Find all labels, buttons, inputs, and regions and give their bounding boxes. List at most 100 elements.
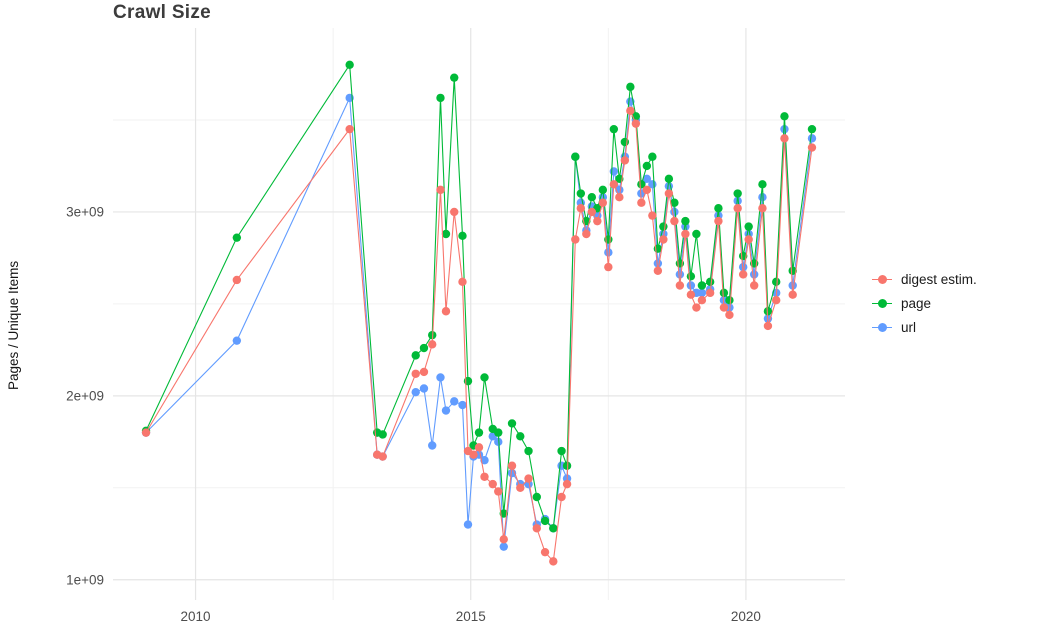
data-point-digest-estim (642, 185, 652, 195)
data-point-page (436, 93, 445, 103)
data-point-page (659, 222, 668, 231)
data-point-digest-estim (532, 524, 541, 533)
data-point-url (411, 387, 420, 397)
data-point-digest-estim (450, 207, 459, 217)
data-point-page (637, 180, 646, 189)
data-point-digest-estim (719, 303, 729, 312)
data-point-digest-estim (411, 369, 420, 378)
y-tick-label: 1e+09 (66, 572, 104, 587)
data-point-url (807, 134, 817, 143)
data-point-page (571, 152, 580, 161)
data-point-digest-estim (516, 483, 525, 493)
data-point-digest-estim (576, 204, 586, 213)
data-point-page (714, 204, 723, 213)
data-point-digest-estim (733, 204, 742, 213)
data-point-page (557, 446, 566, 456)
legend-key-icon (872, 273, 892, 287)
data-point-page (670, 198, 679, 207)
x-tick-label: 2015 (456, 609, 486, 624)
data-point-digest-estim (428, 340, 437, 349)
data-point-page (780, 112, 789, 121)
data-point-digest-estim (549, 557, 558, 566)
data-point-digest-estim (499, 535, 508, 544)
data-point-page (705, 277, 715, 287)
data-point-page (620, 137, 630, 147)
data-point-digest-estim (345, 124, 354, 134)
data-point-page (499, 509, 508, 518)
chart-title: Crawl Size (113, 2, 212, 23)
data-point-digest-estim (758, 204, 767, 213)
legend: digest estim. page url (872, 272, 977, 335)
data-point-url (458, 400, 467, 410)
data-point-digest-estim (232, 275, 242, 285)
y-axis-label: Pages / Unique Items (6, 260, 21, 390)
data-point-page (458, 231, 467, 241)
data-point-page (807, 124, 817, 134)
data-point-page (507, 419, 517, 428)
data-point-page (540, 516, 550, 526)
data-point-url (450, 397, 459, 406)
data-point-page (524, 446, 533, 456)
legend-label: url (901, 320, 917, 335)
data-point-page (419, 343, 429, 353)
data-point-digest-estim (615, 193, 624, 202)
data-point-url (463, 520, 473, 529)
data-point-url (604, 248, 613, 257)
data-point-page (733, 189, 742, 198)
data-point-digest-estim (714, 216, 723, 226)
data-point-url (738, 262, 748, 272)
data-point-digest-estim (458, 277, 467, 287)
data-point-digest-estim (141, 428, 151, 437)
data-point-digest-estim (419, 367, 429, 377)
series-line-url (145, 95, 813, 547)
data-point-url (609, 167, 619, 176)
data-point-page (772, 277, 781, 287)
data-point-page (692, 229, 701, 239)
data-point-url (499, 542, 508, 551)
legend-label: digest estim. (901, 272, 977, 287)
data-point-digest-estim (507, 461, 517, 470)
data-point-url (686, 281, 696, 290)
data-point-digest-estim (436, 185, 445, 195)
legend-item: url (872, 320, 977, 335)
data-point-digest-estim (626, 106, 635, 115)
data-point-page (516, 432, 525, 441)
legend-key-icon (872, 321, 892, 335)
data-point-digest-estim (488, 479, 497, 489)
data-point-digest-estim (571, 235, 580, 244)
data-point-digest-estim (788, 290, 797, 299)
data-point-url (480, 456, 489, 465)
data-point-digest-estim (604, 262, 613, 272)
data-point-digest-estim (378, 452, 387, 461)
data-point-digest-estim (469, 450, 478, 459)
legend-label: page (901, 296, 932, 311)
data-point-page (609, 124, 619, 134)
data-point-page (725, 296, 734, 305)
data-point-url (697, 288, 707, 298)
data-point-url (749, 270, 759, 279)
data-point-page (587, 193, 597, 202)
data-point-page (626, 82, 635, 92)
data-point-digest-estim (620, 156, 630, 165)
data-point-page (532, 492, 541, 502)
data-point-digest-estim (749, 281, 759, 290)
legend-item: page (872, 296, 977, 311)
data-point-digest-estim (772, 296, 781, 305)
data-point-page (576, 189, 586, 198)
x-tick-label: 2020 (731, 609, 761, 624)
data-point-page (378, 430, 387, 439)
data-point-page (763, 307, 773, 316)
data-point-page (788, 266, 797, 275)
data-point-url (428, 441, 437, 450)
data-point-page (758, 180, 767, 189)
data-point-page (681, 216, 690, 226)
data-point-page (664, 174, 674, 184)
data-point-digest-estim (705, 288, 715, 298)
data-point-url (494, 437, 503, 447)
legend-item: digest estim. (872, 272, 977, 287)
data-point-page (474, 428, 484, 437)
data-point-url (441, 406, 451, 415)
data-point-digest-estim (807, 143, 817, 152)
data-point-digest-estim (637, 198, 646, 207)
